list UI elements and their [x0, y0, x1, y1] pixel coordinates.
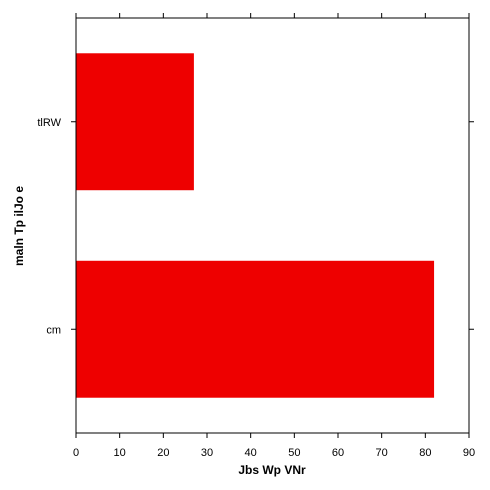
- ticks-layer: tlRW cm 0 10 20 30 40 50 60 70 80 90: [37, 13, 475, 459]
- y-tick-label: tlRW: [37, 117, 61, 129]
- x-tick-label: 40: [245, 447, 257, 459]
- x-tick-label: 20: [157, 447, 169, 459]
- y-axis-title: maln Tp ilJo e: [12, 186, 26, 266]
- x-tick-label: 80: [419, 447, 431, 459]
- x-tick-label: 70: [376, 447, 388, 459]
- x-axis-title: Jbs Wp VNr: [238, 463, 306, 477]
- y-tick-label: cm: [46, 324, 61, 336]
- plot-frame: [75, 17, 470, 434]
- x-tick-label: 60: [332, 447, 344, 459]
- x-tick-label: 90: [463, 447, 475, 459]
- x-tick-label: 30: [201, 447, 213, 459]
- x-tick-label: 0: [73, 447, 79, 459]
- bar-tlRW: [76, 53, 194, 191]
- x-tick-label: 50: [288, 447, 300, 459]
- x-tick-label: 10: [114, 447, 126, 459]
- bar-cm: [76, 260, 435, 398]
- bars-layer: [76, 53, 435, 398]
